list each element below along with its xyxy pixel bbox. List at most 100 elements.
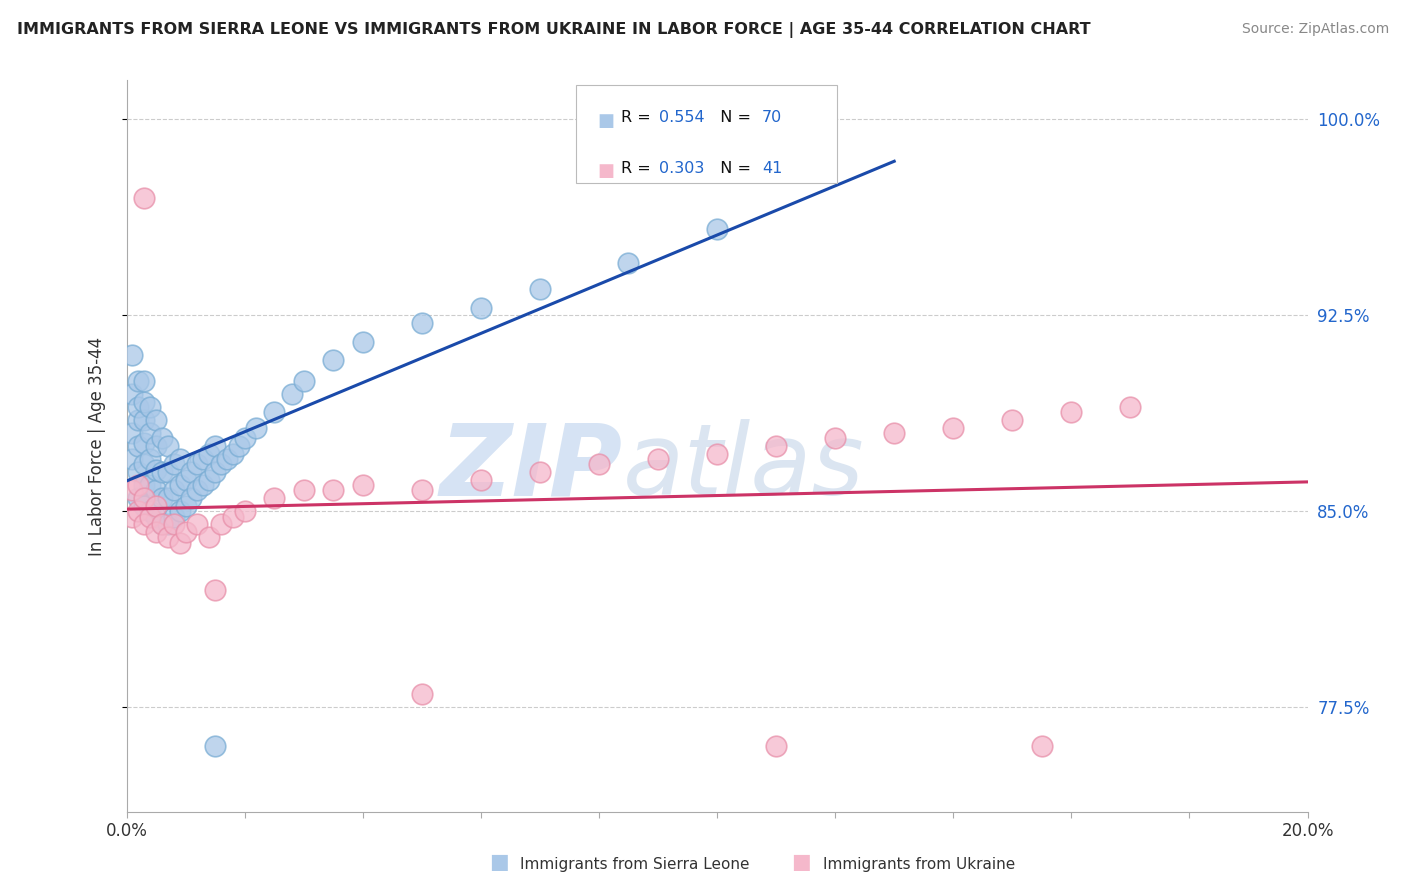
Point (942, 420, 965, 434)
Point (529, 282, 551, 296)
Point (163, 517, 186, 532)
Point (292, 483, 315, 498)
Point (198, 531, 221, 545)
Point (139, 509, 162, 524)
Y-axis label: In Labor Force | Age 35-44: In Labor Force | Age 35-44 (87, 336, 105, 556)
Point (134, 374, 156, 388)
Point (470, 473, 492, 487)
Point (233, 504, 256, 518)
Text: ■: ■ (598, 112, 614, 129)
Point (134, 394, 156, 409)
Point (263, 491, 285, 506)
Point (145, 483, 167, 498)
Point (706, 447, 728, 461)
Point (127, 413, 149, 427)
Point (134, 499, 156, 513)
Point (322, 483, 344, 498)
Point (145, 439, 167, 453)
Point (824, 431, 846, 445)
Text: 41: 41 (762, 161, 782, 176)
Point (145, 413, 167, 427)
Point (127, 491, 149, 506)
Point (139, 452, 162, 467)
Text: R =: R = (621, 110, 657, 125)
Point (150, 431, 173, 445)
Point (1060, 405, 1083, 419)
Point (765, 739, 787, 754)
Point (121, 348, 143, 362)
Point (706, 222, 728, 236)
Point (186, 517, 208, 532)
Point (127, 439, 149, 453)
Point (228, 439, 250, 453)
Point (204, 465, 226, 479)
Point (198, 473, 221, 487)
Point (765, 439, 787, 453)
Text: ■: ■ (792, 853, 811, 872)
Point (121, 452, 143, 467)
Text: N =: N = (710, 110, 756, 125)
Point (139, 400, 162, 414)
Point (127, 465, 149, 479)
Point (204, 439, 226, 453)
Point (222, 447, 245, 461)
Point (411, 483, 433, 498)
Point (352, 334, 374, 349)
Point (134, 191, 156, 205)
Point (180, 491, 202, 506)
Text: ■: ■ (489, 853, 509, 872)
Point (127, 478, 149, 492)
Point (134, 458, 156, 472)
Point (169, 504, 191, 518)
Text: 70: 70 (762, 110, 782, 125)
Point (180, 465, 202, 479)
Point (150, 465, 173, 479)
Point (134, 491, 156, 506)
Point (156, 439, 179, 453)
Point (163, 483, 186, 498)
Point (163, 458, 186, 472)
Point (169, 452, 191, 467)
Point (588, 458, 610, 472)
Text: R =: R = (621, 161, 657, 176)
Point (156, 517, 179, 532)
Point (134, 517, 156, 532)
Point (156, 465, 179, 479)
Text: Immigrants from Sierra Leone: Immigrants from Sierra Leone (520, 857, 749, 872)
Point (150, 517, 173, 532)
Point (209, 517, 232, 532)
Text: ZIP: ZIP (440, 419, 623, 516)
Text: N =: N = (710, 161, 756, 176)
Point (145, 499, 167, 513)
Point (1031, 739, 1053, 754)
Point (139, 504, 162, 518)
Point (121, 509, 143, 524)
Point (222, 509, 245, 524)
Point (150, 491, 173, 506)
Point (134, 413, 156, 427)
Point (121, 386, 143, 401)
Text: 0.554: 0.554 (659, 110, 704, 125)
Point (322, 352, 344, 367)
Point (163, 509, 186, 524)
Point (145, 525, 167, 540)
Point (186, 483, 208, 498)
Point (647, 452, 669, 467)
Point (127, 504, 149, 518)
Text: Immigrants from Ukraine: Immigrants from Ukraine (823, 857, 1015, 872)
Point (411, 316, 433, 330)
Point (617, 256, 640, 270)
Point (198, 447, 221, 461)
Point (174, 525, 197, 540)
Point (204, 582, 226, 597)
Text: ■: ■ (598, 162, 614, 180)
Point (156, 531, 179, 545)
Point (127, 400, 149, 414)
Point (156, 491, 179, 506)
Point (1119, 400, 1142, 414)
Text: IMMIGRANTS FROM SIERRA LEONE VS IMMIGRANTS FROM UKRAINE IN LABOR FORCE | AGE 35-: IMMIGRANTS FROM SIERRA LEONE VS IMMIGRAN… (17, 22, 1091, 38)
Point (134, 436, 156, 450)
Point (121, 483, 143, 498)
Text: Source: ZipAtlas.com: Source: ZipAtlas.com (1241, 22, 1389, 37)
Point (134, 478, 156, 492)
